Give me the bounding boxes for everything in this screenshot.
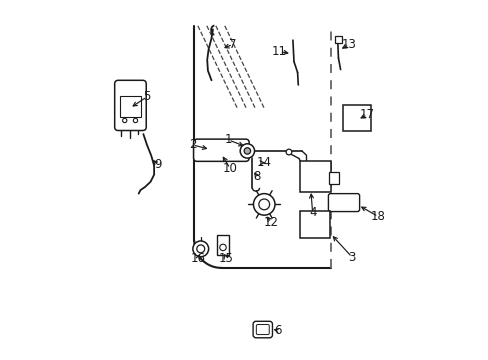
Text: 14: 14	[256, 156, 271, 169]
FancyBboxPatch shape	[300, 211, 329, 238]
FancyBboxPatch shape	[300, 161, 330, 192]
Circle shape	[244, 148, 250, 154]
FancyBboxPatch shape	[328, 172, 338, 184]
Text: 2: 2	[188, 138, 196, 151]
Circle shape	[196, 245, 204, 253]
Circle shape	[258, 199, 269, 210]
FancyBboxPatch shape	[216, 235, 229, 255]
Text: 1: 1	[224, 133, 232, 146]
Text: 8: 8	[253, 170, 260, 183]
Text: 13: 13	[341, 38, 356, 51]
Text: 5: 5	[143, 90, 150, 103]
Text: 7: 7	[229, 38, 236, 51]
Circle shape	[219, 244, 226, 251]
FancyBboxPatch shape	[253, 321, 272, 338]
FancyBboxPatch shape	[120, 96, 141, 117]
FancyBboxPatch shape	[256, 324, 269, 334]
Text: 15: 15	[218, 252, 233, 265]
FancyBboxPatch shape	[328, 194, 359, 212]
FancyBboxPatch shape	[335, 36, 341, 43]
Text: 18: 18	[370, 210, 385, 223]
Text: 17: 17	[359, 108, 374, 121]
Text: 12: 12	[264, 216, 278, 229]
Circle shape	[240, 144, 254, 158]
FancyBboxPatch shape	[193, 139, 249, 161]
FancyBboxPatch shape	[115, 80, 146, 131]
Circle shape	[253, 194, 274, 215]
Circle shape	[122, 118, 126, 123]
Circle shape	[285, 149, 291, 155]
Text: 16: 16	[190, 252, 205, 265]
Text: 4: 4	[308, 207, 316, 220]
Text: 6: 6	[274, 324, 282, 337]
Circle shape	[133, 118, 137, 123]
Circle shape	[192, 241, 208, 257]
FancyBboxPatch shape	[343, 105, 370, 131]
Text: 10: 10	[222, 162, 237, 175]
Text: 3: 3	[347, 251, 355, 264]
Text: 9: 9	[154, 158, 161, 171]
Text: 11: 11	[272, 45, 286, 58]
